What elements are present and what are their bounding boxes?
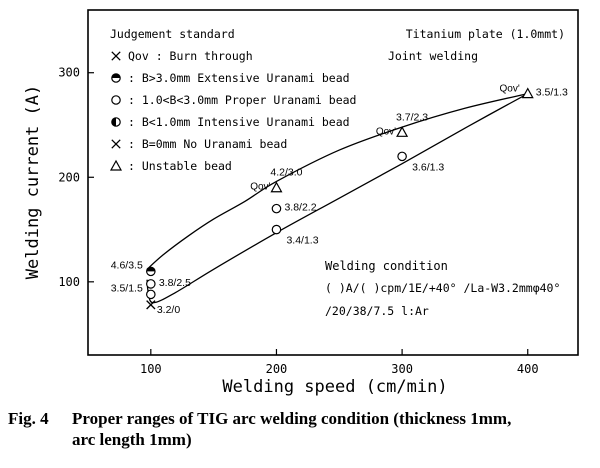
data-point-circle-top-half [146,266,156,277]
data-point-triangle-open [270,181,283,193]
data-label: 3.2/0 [157,304,181,316]
data-label: 4.2/3.0 [270,167,302,179]
data-label: 3.5/1.5 [111,282,143,294]
top-right-note-line-2: Joint welding [388,49,478,63]
welding-condition-line-2: /20/38/7.5 l:Ar [325,304,429,318]
data-label: 3.6/1.3 [412,161,444,173]
caption-line-2: arc length 1mm) [72,430,192,449]
plot-frame [87,9,579,356]
data-point-circle-open [271,224,282,235]
data-points [146,87,534,310]
x-tick-label: 400 [517,362,539,376]
top-right-note-line-1: Titanium plate (1.0mmt) [406,27,565,41]
legend-entries: Qov : Burn through : B>3.0mm Extensive Ur… [109,49,356,173]
welding-condition-title: Welding condition [325,259,448,273]
x-tick-label: 100 [140,362,162,376]
data-label: 4.6/3.5 [111,259,143,271]
data-point-circle-open [146,289,156,300]
data-label: 3.7/2.3 [396,111,428,123]
data-point-triangle-open [521,87,534,99]
legend-symbol-circle-left-half [111,117,121,127]
data-point-circle-open [271,203,282,214]
qov-label: Qov' [499,84,519,95]
x-ticks [150,349,529,355]
x-tick-label: 300 [391,362,413,376]
legend-entry-text: Qov : Burn through [128,49,253,63]
data-label: 3.8/2.2 [284,202,316,214]
x-tick-label: 200 [266,362,288,376]
legend-entry-text: : Unstable bead [128,159,232,173]
legend-symbol-x [111,51,121,61]
data-point-triangle-open [396,126,409,137]
data-label: 3.8/2.5 [159,277,191,289]
data-point-circle-open [397,151,407,162]
data-labels: 4.6/3.53.8/2.53.5/1.53.2/04.2/3.0Qov'3.8… [111,84,568,316]
y-tick-label: 300 [58,66,80,80]
boundary-curve-lower [146,93,529,304]
top-right-note: Titanium plate (1.0mmt) Joint welding [388,27,565,63]
legend: Judgement standard Qov : Burn through : B… [109,27,356,173]
welding-condition-line-1: ( )A/( )cpm/1E/+40° /La-W3.2mmφ40° [325,281,560,295]
legend-title: Judgement standard [110,27,235,41]
legend-entry-text: : 1.0<B<3.0mm Proper Uranami bead [128,93,356,107]
caption-number: Fig. 4 [8,409,49,428]
figure-caption: Fig. 4 Proper ranges of TIG arc welding c… [8,408,593,450]
legend-entry-text: : B<1.0mm Intensive Uranami bead [128,115,350,129]
data-point-x [146,300,156,310]
caption-line-1: Proper ranges of TIG arc welding conditi… [72,409,512,428]
boundary-curve-upper [146,93,528,270]
y-axis-label: Welding current (A) [23,85,43,279]
legend-entry-text: : B>3.0mm Extensive Uranami bead [128,71,350,85]
data-label: 3.5/1.3 [536,87,568,99]
legend-entry-text: : B=0mm No Uranami bead [128,137,287,151]
y-tick-label: 100 [58,275,80,289]
legend-symbol-x [111,139,121,149]
data-label: 3.4/1.3 [286,235,318,247]
legend-symbol-circle-top-half [111,73,121,83]
qov-label: Qov' [250,182,270,193]
qov-label: Qov' [376,126,396,137]
welding-condition: Welding condition ( )A/( )cpm/1E/+40° /L… [325,259,560,318]
y-tick-label: 200 [58,170,80,184]
y-tick-labels: 100 200 300 [58,66,80,289]
x-axis-label: Welding speed (cm/min) [222,377,447,397]
legend-symbol-triangle-open [109,159,123,171]
data-point-circle-open [146,279,156,289]
legend-symbol-circle-open [111,95,121,105]
y-ticks [88,72,94,283]
x-tick-labels: 100 200 300 400 [140,362,539,376]
